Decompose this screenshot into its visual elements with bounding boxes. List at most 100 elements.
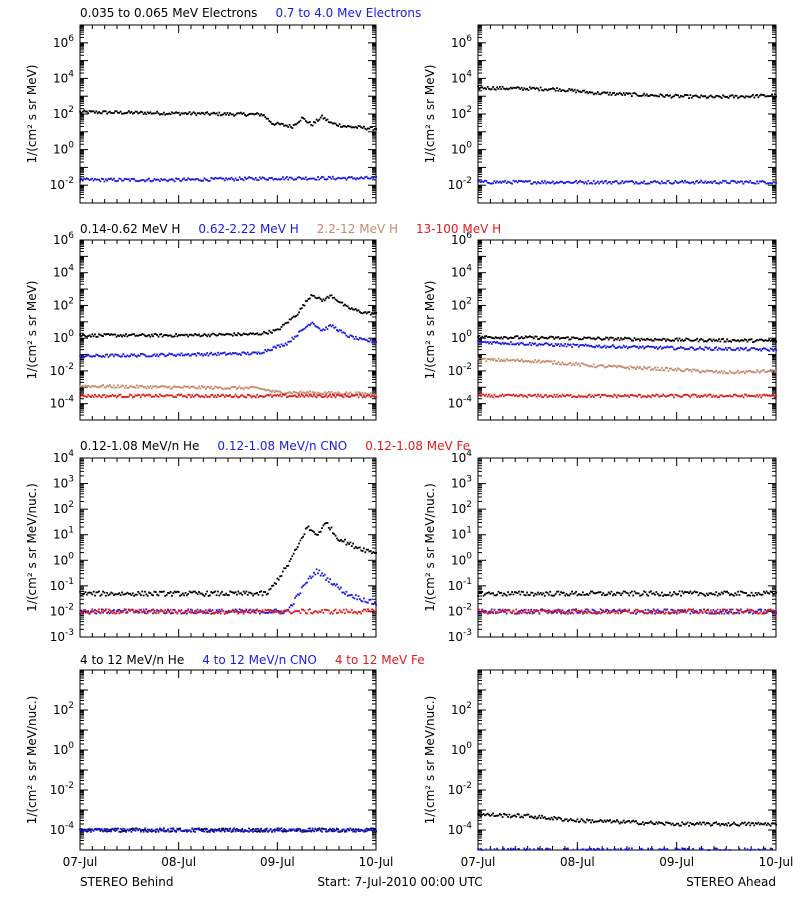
data-point — [479, 181, 482, 183]
data-point — [720, 97, 723, 99]
data-point — [240, 830, 242, 833]
data-point — [754, 395, 757, 398]
data-point — [562, 591, 565, 594]
data-point — [322, 611, 325, 614]
data-point — [765, 371, 768, 373]
data-point — [508, 87, 511, 90]
data-point — [327, 581, 330, 583]
series-blue — [477, 847, 773, 851]
data-point — [285, 175, 288, 178]
data-point — [298, 176, 300, 179]
data-point — [157, 612, 160, 614]
data-point — [222, 177, 225, 180]
data-point — [99, 386, 102, 388]
data-point — [142, 393, 145, 396]
data-point — [505, 612, 508, 615]
data-point — [287, 126, 290, 128]
data-point — [367, 127, 369, 130]
data-point — [720, 591, 723, 594]
data-point — [164, 830, 167, 833]
data-point — [773, 610, 776, 613]
data-point — [484, 340, 486, 343]
data-point — [481, 393, 484, 396]
data-point — [713, 395, 716, 398]
data-point — [749, 608, 752, 611]
data-point — [153, 829, 156, 832]
data-point — [632, 611, 635, 614]
data-point — [767, 370, 769, 373]
data-point — [100, 610, 103, 613]
data-point — [323, 522, 326, 525]
data-point — [754, 610, 757, 613]
data-point — [498, 608, 501, 611]
data-point — [176, 385, 179, 388]
data-point — [519, 816, 522, 819]
data-point — [602, 182, 605, 185]
data-point — [265, 350, 268, 353]
data-point — [218, 608, 221, 611]
data-point — [667, 611, 670, 614]
data-point — [284, 830, 287, 833]
data-point — [245, 396, 248, 399]
data-point — [203, 595, 206, 597]
data-point — [256, 830, 259, 833]
data-point — [640, 337, 643, 340]
data-point — [733, 393, 735, 396]
data-point — [723, 395, 726, 398]
data-point — [693, 348, 696, 351]
data-point — [218, 353, 221, 356]
data-point — [703, 348, 705, 351]
data-point — [211, 612, 214, 615]
data-point — [187, 593, 190, 595]
data-point — [743, 338, 746, 341]
data-point — [108, 354, 111, 357]
data-point — [632, 594, 635, 597]
data-point — [768, 349, 771, 352]
data-point — [758, 94, 761, 97]
data-point — [515, 86, 518, 89]
y-tick-label: 102 — [53, 105, 74, 121]
data-point — [267, 830, 269, 833]
data-point — [140, 608, 142, 611]
data-point — [479, 395, 482, 397]
data-point — [242, 351, 245, 354]
data-point — [588, 592, 591, 595]
data-point — [750, 394, 753, 397]
data-point — [686, 181, 689, 183]
data-point — [336, 177, 338, 180]
data-point — [148, 828, 150, 831]
data-point — [677, 339, 680, 342]
data-point — [114, 830, 117, 832]
data-point — [501, 360, 504, 362]
data-point — [493, 609, 496, 611]
data-point — [148, 334, 150, 336]
data-point — [573, 395, 576, 398]
data-point — [308, 121, 311, 123]
data-point — [181, 334, 184, 336]
data-point — [715, 369, 718, 372]
series-black — [79, 294, 377, 338]
data-point — [263, 396, 265, 398]
data-point — [526, 343, 528, 346]
data-point — [765, 824, 768, 826]
data-point — [679, 94, 682, 97]
data-point — [543, 361, 546, 363]
data-point — [664, 821, 667, 824]
data-point — [104, 178, 107, 181]
data-point — [583, 610, 586, 613]
data-point — [125, 112, 127, 114]
data-point — [342, 591, 345, 594]
data-point — [234, 177, 237, 180]
data-point — [580, 818, 583, 820]
data-point — [295, 610, 298, 612]
data-point — [659, 345, 662, 348]
data-point — [655, 346, 658, 348]
data-point — [241, 830, 244, 833]
data-point — [160, 828, 163, 831]
data-point — [294, 315, 296, 318]
data-point — [727, 182, 730, 185]
data-point — [302, 177, 305, 180]
data-point — [726, 338, 729, 341]
data-point — [311, 395, 314, 398]
data-point — [254, 386, 257, 389]
